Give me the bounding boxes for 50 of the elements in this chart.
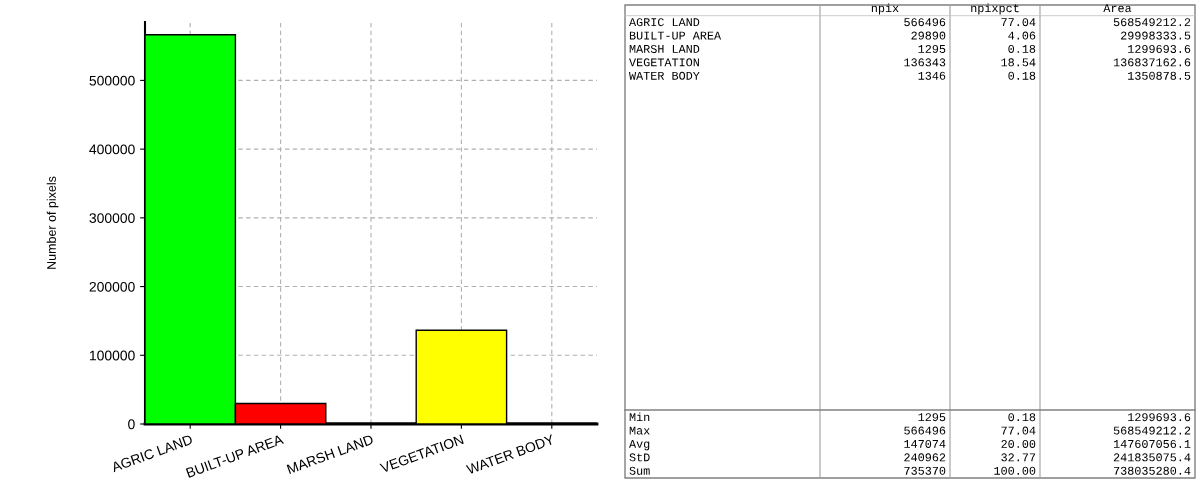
category-label: Area — [1103, 4, 1132, 13]
category-label: BUILT-UP AREA — [629, 31, 722, 40]
category-label: AGRIC LAND — [629, 18, 700, 27]
text: 147607056.1 — [1113, 439, 1191, 448]
y-tick-label: 0 — [128, 419, 135, 430]
text: 20.00 — [1001, 439, 1036, 448]
text: 1295 — [918, 413, 946, 422]
text: 566496 — [904, 18, 946, 27]
text: 136343 — [904, 58, 946, 67]
category-label: npix — [871, 3, 899, 15]
text: 77.04 — [1001, 18, 1036, 27]
text: 1346 — [918, 71, 946, 80]
text: 4.06 — [1008, 31, 1036, 40]
y-tick-label: 500000 — [89, 75, 135, 86]
text: 32.77 — [1001, 453, 1036, 462]
text: 1299693.6 — [1128, 413, 1191, 422]
text: 738035280.4 — [1113, 466, 1191, 475]
y-tick-label: 300000 — [89, 213, 135, 224]
text: 29998333.5 — [1120, 31, 1191, 40]
text: 0.18 — [1008, 44, 1036, 53]
text: 0.18 — [1008, 413, 1036, 422]
text: 18.54 — [1001, 58, 1036, 67]
text: 566496 — [904, 426, 946, 435]
text: 568549212.2 — [1113, 18, 1191, 27]
category-label: Sum — [629, 466, 650, 475]
text: 147074 — [904, 439, 946, 448]
text: 0.18 — [1008, 71, 1036, 80]
text: 136837162.6 — [1113, 58, 1191, 67]
category-label: npixpct — [971, 3, 1019, 15]
text: 1295 — [918, 44, 946, 53]
text: 1299693.6 — [1128, 44, 1191, 53]
y-tick-label: 100000 — [90, 350, 135, 361]
text: 1350878.5 — [1128, 71, 1191, 80]
text: 29890 — [911, 31, 946, 40]
text: 100.00 — [994, 466, 1036, 475]
category-label: WATER BODY — [629, 71, 700, 80]
text: 735370 — [904, 466, 946, 475]
text: 568549212.2 — [1113, 426, 1191, 435]
category-label: Max — [629, 426, 650, 435]
category-label: MARSH LAND — [629, 44, 700, 53]
y-axis-title: Number of pixels — [46, 176, 59, 269]
category-label: Avg — [629, 440, 650, 451]
text: 77.04 — [1001, 426, 1036, 435]
category-label: VEGETATION — [629, 58, 699, 67]
text: 240962 — [904, 453, 946, 462]
y-tick-label: 200000 — [89, 281, 135, 292]
text: 241835075.4 — [1113, 453, 1191, 462]
category-label: Min — [629, 412, 650, 422]
category-label: StD — [629, 453, 650, 462]
y-tick-label: 400000 — [89, 144, 135, 155]
